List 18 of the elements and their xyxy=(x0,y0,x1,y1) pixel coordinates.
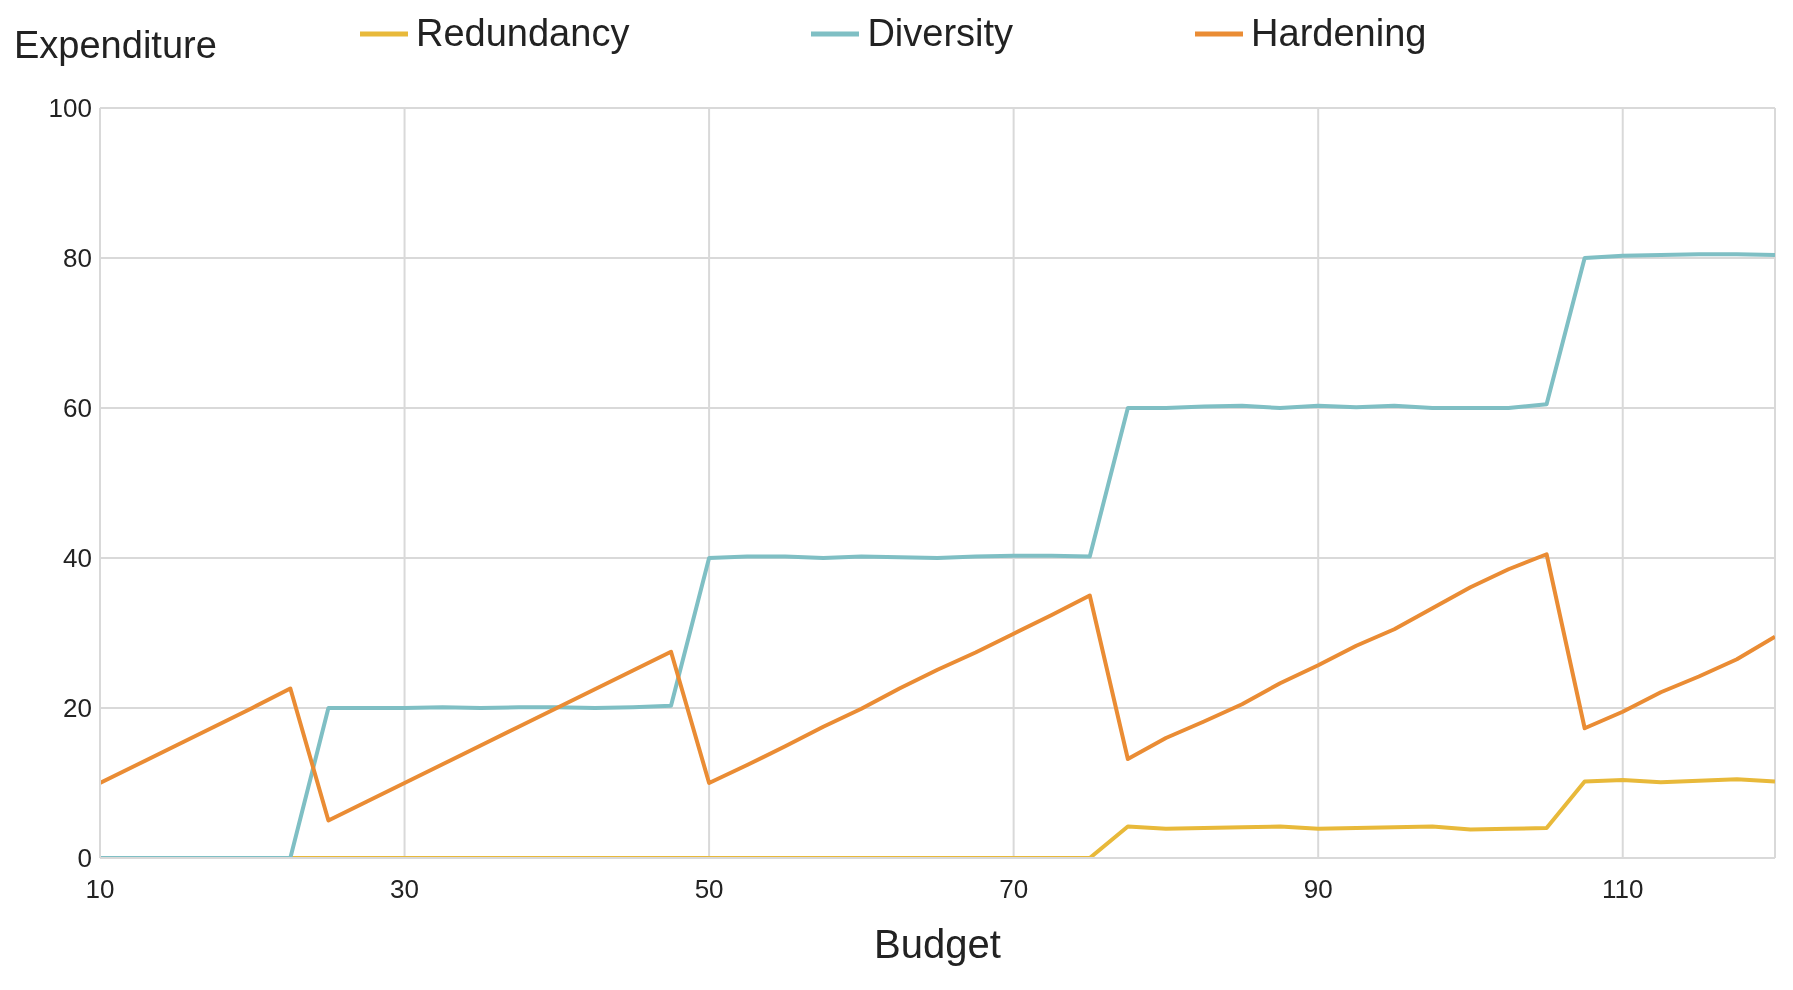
line-series xyxy=(100,552,1775,823)
x-tick-label: 30 xyxy=(390,874,420,905)
y-tick-label: 40 xyxy=(63,543,92,574)
legend-label: Redundancy xyxy=(416,12,630,55)
x-tick-label: 50 xyxy=(694,874,724,905)
y-tick-label: 80 xyxy=(63,243,92,274)
y-tick-label: 100 xyxy=(48,93,92,124)
x-axis-title: Budget xyxy=(874,922,1001,966)
legend-label: Hardening xyxy=(1251,12,1427,55)
legend-label: Diversity xyxy=(867,12,1014,55)
x-tick-label: 70 xyxy=(999,874,1029,905)
x-tick-label: 110 xyxy=(1602,874,1644,905)
y-axis-title: Expenditure xyxy=(14,24,217,67)
x-tick-label: 90 xyxy=(1303,874,1333,905)
x-tick-label: 10 xyxy=(85,874,115,905)
y-tick-label: 60 xyxy=(63,393,92,424)
y-tick-label: 0 xyxy=(77,843,92,874)
y-tick-label: 20 xyxy=(63,693,92,724)
